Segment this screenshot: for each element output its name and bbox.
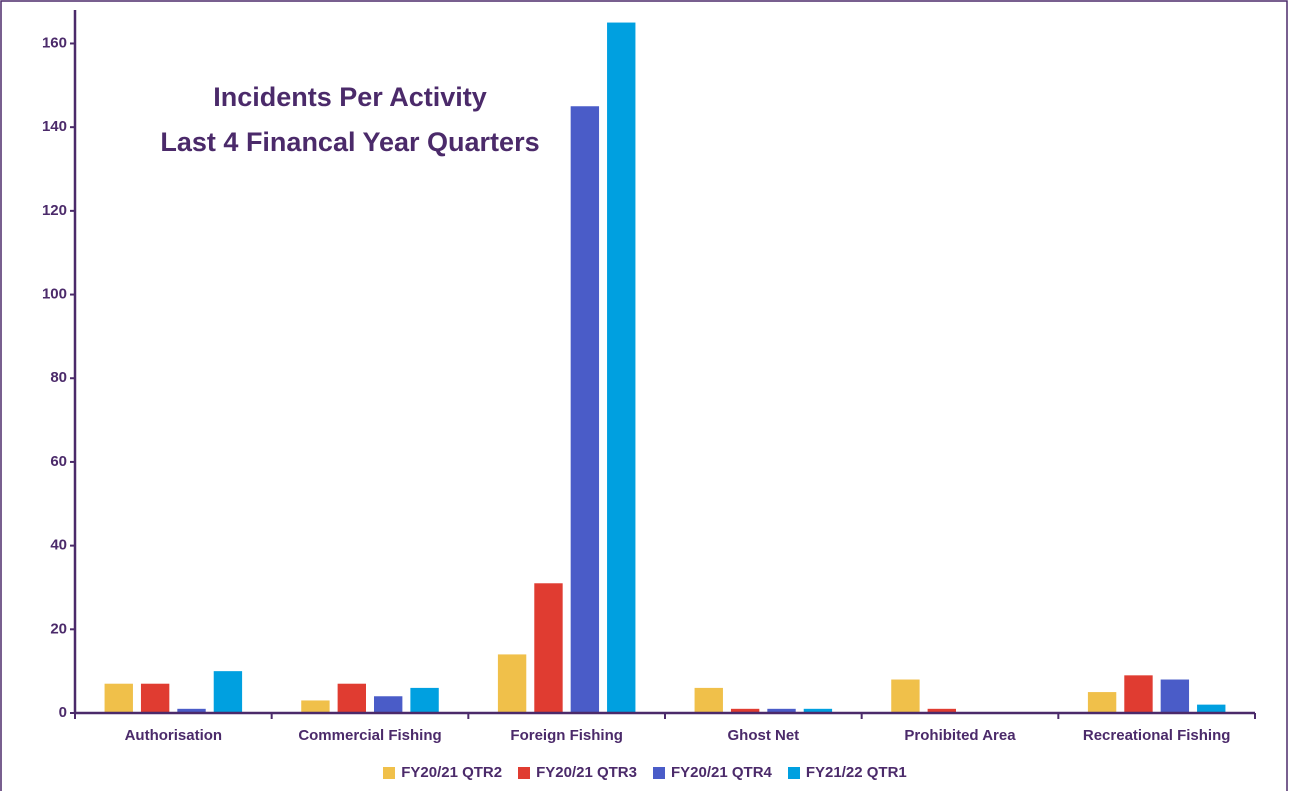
bar: [177, 708, 206, 713]
legend-label: FY20/21 QTR3: [536, 764, 637, 781]
chart-title: Incidents Per Activity: [213, 82, 487, 112]
y-tick-label: 0: [59, 704, 67, 721]
bar: [1087, 692, 1117, 713]
bar: [694, 687, 723, 713]
legend: FY20/21 QTR2 FY20/21 QTR3 FY20/21 QTR4 FY21…: [0, 764, 1290, 781]
legend-item: FY20/21 QTR4: [653, 764, 772, 781]
y-tick-label: 140: [42, 118, 67, 135]
x-tick-label: Recreational Fishing: [1082, 727, 1231, 744]
legend-swatch: [383, 766, 396, 779]
legend-swatch: [787, 766, 800, 779]
x-tick-label: Ghost Net: [727, 727, 800, 744]
legend-label: FY21/22 QTR1: [805, 764, 907, 781]
bar: [607, 22, 636, 713]
bar: [730, 708, 760, 713]
bar: [140, 683, 170, 713]
y-tick-label: 40: [50, 537, 67, 554]
bar: [1124, 675, 1153, 713]
bar: [374, 696, 403, 713]
legend-item: FY20/21 QTR3: [518, 764, 637, 781]
y-tick-label: 100: [42, 286, 67, 303]
legend-item: FY20/21 QTR2: [383, 764, 502, 781]
y-tick-label: 80: [50, 369, 67, 386]
bar: [337, 683, 366, 713]
bar: [301, 700, 330, 713]
bar: [1197, 704, 1226, 713]
bar: [534, 583, 563, 713]
bar: [497, 654, 527, 713]
bar: [104, 683, 133, 713]
y-tick-label: 160: [42, 34, 67, 51]
x-tick-label: Foreign Fishing: [510, 727, 623, 744]
bar: [570, 106, 600, 714]
legend-swatch: [518, 766, 531, 779]
legend-label: FY20/21 QTR4: [671, 764, 772, 781]
y-tick-label: 20: [50, 620, 67, 637]
bar: [927, 708, 956, 713]
legend-item: FY21/22 QTR1: [787, 764, 907, 781]
chart-title: Last 4 Financal Year Quarters: [160, 127, 540, 157]
bar: [767, 708, 796, 713]
legend-label: FY20/21 QTR2: [401, 764, 503, 781]
y-tick-label: 120: [42, 202, 67, 219]
legend-swatch: [653, 766, 665, 779]
bar: [213, 671, 243, 713]
x-tick-label: Prohibited Area: [904, 727, 1016, 744]
x-tick-label: Commercial Fishing: [298, 727, 442, 744]
bar: [1160, 679, 1190, 713]
y-tick-label: 60: [50, 453, 67, 470]
x-tick-label: Authorisation: [124, 727, 223, 744]
bar: [891, 679, 920, 713]
bar: [803, 708, 833, 713]
bar: [410, 687, 439, 713]
